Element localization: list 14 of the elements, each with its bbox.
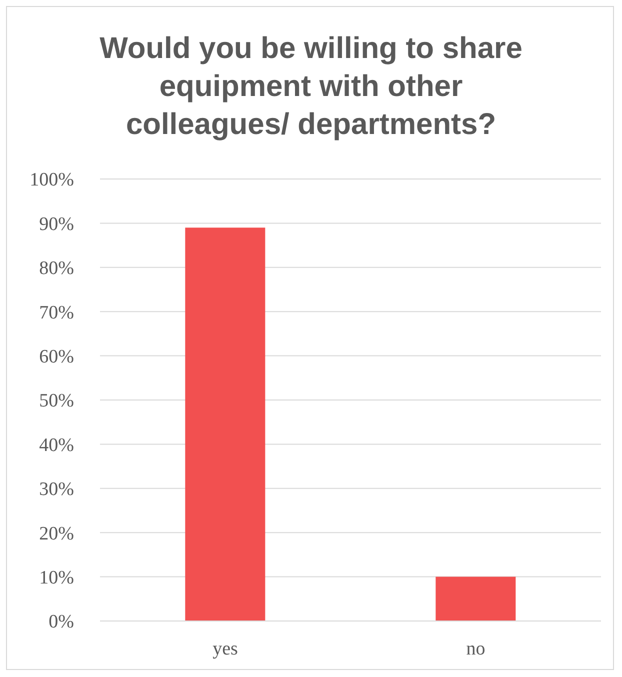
y-tick-label: 40% — [39, 434, 74, 456]
y-tick-label: 50% — [39, 390, 74, 412]
y-tick-label: 0% — [48, 612, 74, 633]
y-tick-label: 90% — [39, 214, 74, 235]
y-tick-label: 60% — [39, 346, 74, 368]
y-tick-label: 20% — [39, 523, 74, 544]
chart-title: Would you be willing to share equipment with other colleagues/ departments? — [98, 31, 524, 143]
x-tick-label: no — [466, 638, 486, 660]
y-tick-label: 70% — [39, 302, 74, 324]
y-tick-label: 100% — [30, 170, 74, 191]
y-tick-label: 10% — [39, 568, 74, 589]
y-tick-label: 80% — [39, 258, 74, 280]
y-tick-label: 30% — [39, 479, 74, 500]
x-tick-label: yes — [212, 638, 238, 660]
